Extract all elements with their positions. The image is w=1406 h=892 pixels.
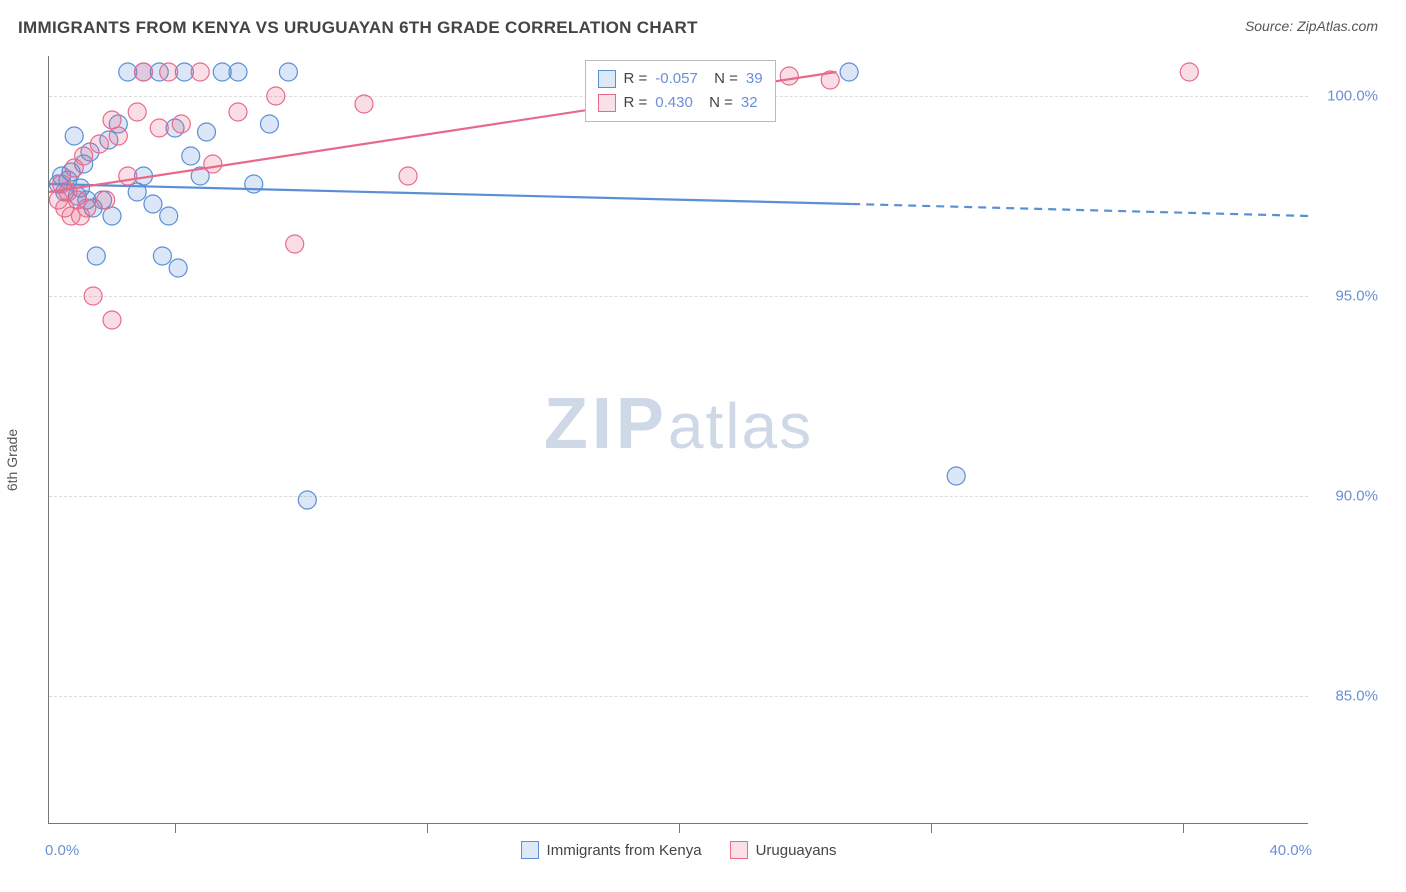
legend-swatch-uruguay	[598, 94, 616, 112]
r-value-uruguay: 0.430	[655, 91, 693, 115]
chart-header: IMMIGRANTS FROM KENYA VS URUGUAYAN 6TH G…	[0, 0, 1406, 46]
scatter-point-kenya	[261, 115, 279, 133]
x-tick	[175, 823, 176, 833]
series-legend: Immigrants from Kenya Uruguayans	[521, 841, 837, 859]
scatter-point-uruguay	[780, 67, 798, 85]
x-max-label: 40.0%	[1269, 842, 1312, 859]
legend-label-kenya: Immigrants from Kenya	[547, 842, 702, 859]
correlation-row-uruguay: R = 0.430 N = 32	[598, 91, 763, 115]
scatter-point-uruguay	[1180, 63, 1198, 81]
scatter-point-uruguay	[90, 135, 108, 153]
scatter-point-uruguay	[160, 63, 178, 81]
legend-label-uruguay: Uruguayans	[756, 842, 837, 859]
scatter-point-uruguay	[84, 287, 102, 305]
n-label: N =	[706, 67, 738, 91]
scatter-point-kenya	[198, 123, 216, 141]
scatter-point-uruguay	[135, 63, 153, 81]
scatter-point-kenya	[182, 147, 200, 165]
scatter-point-uruguay	[172, 115, 190, 133]
n-label: N =	[701, 91, 733, 115]
scatter-point-uruguay	[355, 95, 373, 113]
chart-container: 6th Grade ZIPatlas 85.0%90.0%95.0%100.0%…	[0, 46, 1406, 874]
scatter-point-kenya	[947, 467, 965, 485]
scatter-point-kenya	[840, 63, 858, 81]
x-tick	[679, 823, 680, 833]
r-label: R =	[624, 91, 648, 115]
scatter-point-kenya	[279, 63, 297, 81]
scatter-point-uruguay	[109, 127, 127, 145]
correlation-legend: R = -0.057 N = 39R = 0.430 N = 32	[585, 60, 776, 122]
scatter-point-kenya	[65, 127, 83, 145]
n-value-kenya: 39	[746, 67, 763, 91]
scatter-point-uruguay	[97, 191, 115, 209]
y-axis-label: 6th Grade	[4, 429, 20, 491]
scatter-point-kenya	[169, 259, 187, 277]
scatter-point-uruguay	[75, 147, 93, 165]
scatter-svg	[49, 56, 1309, 824]
scatter-point-kenya	[160, 207, 178, 225]
correlation-row-kenya: R = -0.057 N = 39	[598, 67, 763, 91]
plot-area: ZIPatlas 85.0%90.0%95.0%100.0%0.0%40.0%R…	[48, 56, 1308, 824]
scatter-point-uruguay	[78, 199, 96, 217]
y-tick-label: 85.0%	[1318, 688, 1378, 705]
y-tick-label: 100.0%	[1318, 88, 1378, 105]
legend-swatch-kenya	[598, 70, 616, 88]
scatter-point-kenya	[298, 491, 316, 509]
chart-source: Source: ZipAtlas.com	[1245, 18, 1378, 34]
scatter-point-uruguay	[204, 155, 222, 173]
scatter-point-kenya	[144, 195, 162, 213]
scatter-point-uruguay	[103, 311, 121, 329]
scatter-point-uruguay	[267, 87, 285, 105]
y-tick-label: 90.0%	[1318, 488, 1378, 505]
trendline-dash-kenya	[852, 204, 1309, 216]
scatter-point-kenya	[103, 207, 121, 225]
x-min-label: 0.0%	[45, 842, 79, 859]
x-tick	[1183, 823, 1184, 833]
scatter-point-kenya	[87, 247, 105, 265]
legend-swatch-kenya	[521, 841, 539, 859]
chart-title: IMMIGRANTS FROM KENYA VS URUGUAYAN 6TH G…	[18, 18, 698, 38]
scatter-point-uruguay	[191, 63, 209, 81]
scatter-point-kenya	[153, 247, 171, 265]
scatter-point-kenya	[229, 63, 247, 81]
x-tick	[427, 823, 428, 833]
x-tick	[931, 823, 932, 833]
scatter-point-uruguay	[150, 119, 168, 137]
scatter-point-uruguay	[229, 103, 247, 121]
trendline-kenya	[49, 184, 852, 204]
n-value-uruguay: 32	[741, 91, 758, 115]
r-value-kenya: -0.057	[655, 67, 698, 91]
scatter-point-uruguay	[128, 103, 146, 121]
scatter-point-uruguay	[103, 111, 121, 129]
scatter-point-uruguay	[286, 235, 304, 253]
r-label: R =	[624, 67, 648, 91]
legend-swatch-uruguay	[730, 841, 748, 859]
y-tick-label: 95.0%	[1318, 288, 1378, 305]
legend-item-uruguay: Uruguayans	[730, 841, 837, 859]
scatter-point-uruguay	[399, 167, 417, 185]
legend-item-kenya: Immigrants from Kenya	[521, 841, 702, 859]
scatter-point-uruguay	[119, 167, 137, 185]
